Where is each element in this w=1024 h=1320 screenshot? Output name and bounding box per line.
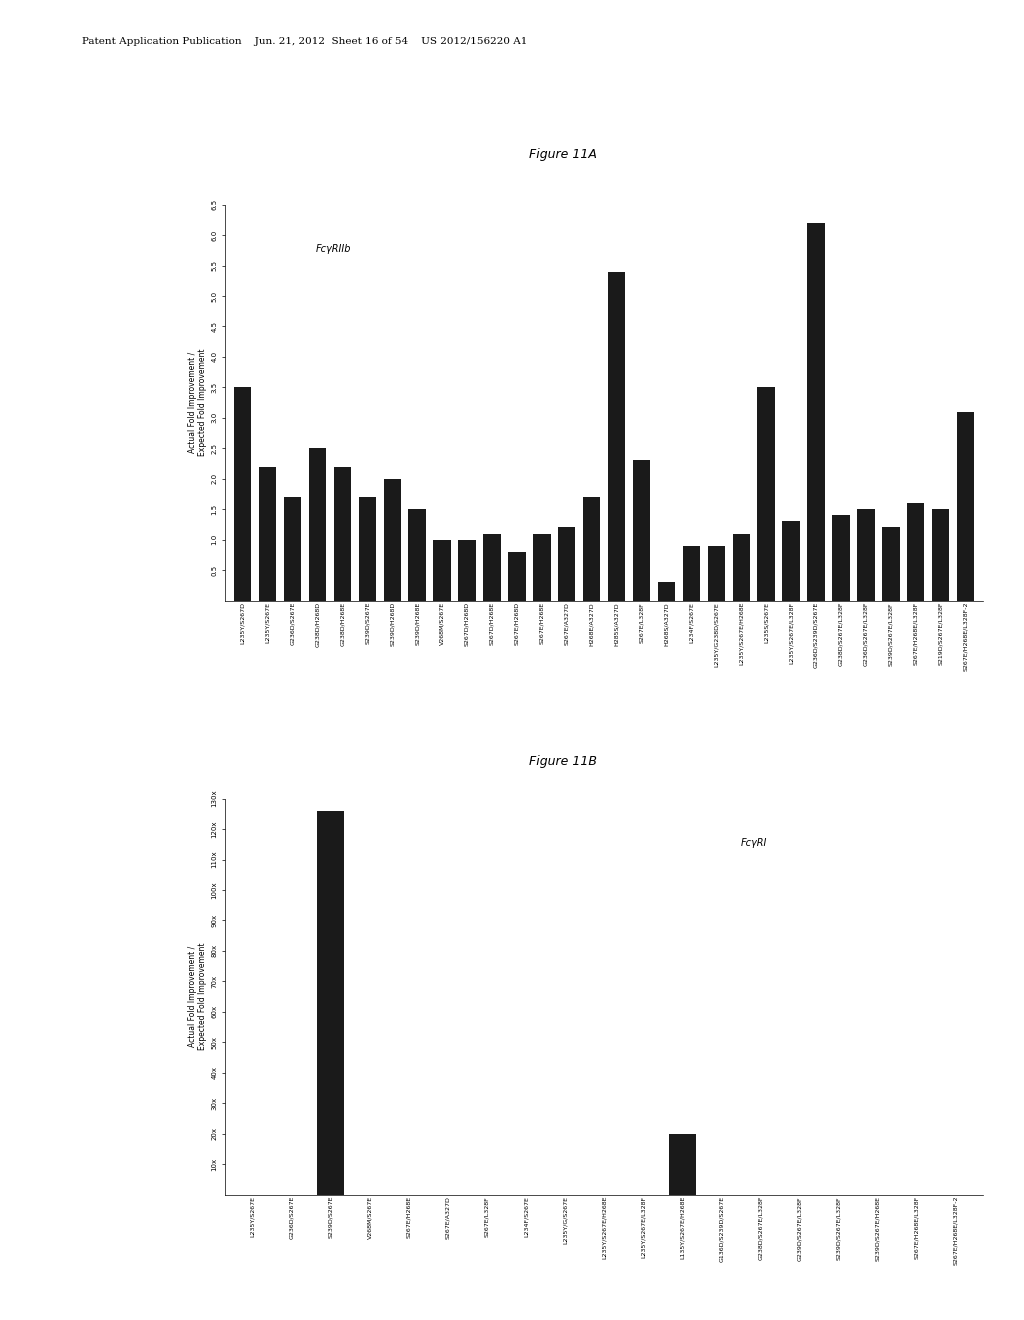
Y-axis label: Actual Fold Improvement /
Expected Fold Improvement: Actual Fold Improvement / Expected Fold … [188,348,208,457]
Text: FcγRI: FcγRI [740,838,767,849]
Bar [483,533,501,601]
Bar [409,510,426,601]
Text: Figure 11A: Figure 11A [529,148,597,161]
Bar [608,272,626,601]
Bar [317,810,344,1195]
Bar [657,582,675,601]
Bar [932,510,949,601]
Bar [534,533,551,601]
Bar [833,515,850,601]
Bar [758,387,775,601]
Bar [807,223,824,601]
Bar [459,540,476,601]
Bar [633,461,650,601]
Bar [683,545,700,601]
Bar [956,412,974,601]
Bar [732,533,750,601]
Bar [334,466,351,601]
Bar [782,521,800,601]
Bar [508,552,525,601]
Text: Figure 11B: Figure 11B [529,755,597,768]
Bar [234,387,252,601]
Bar [358,498,376,601]
Bar [857,510,874,601]
Bar [309,449,327,601]
Bar [284,498,301,601]
Y-axis label: Actual Fold Improvement /
Expected Fold Improvement: Actual Fold Improvement / Expected Fold … [188,942,208,1051]
Bar [259,466,276,601]
Bar [669,1134,696,1195]
Text: Patent Application Publication    Jun. 21, 2012  Sheet 16 of 54    US 2012/15622: Patent Application Publication Jun. 21, … [82,37,527,46]
Text: FcγRIIb: FcγRIIb [316,244,351,255]
Bar [583,498,600,601]
Bar [558,528,575,601]
Bar [433,540,451,601]
Bar [384,479,401,601]
Bar [907,503,925,601]
Bar [882,528,899,601]
Bar [708,545,725,601]
